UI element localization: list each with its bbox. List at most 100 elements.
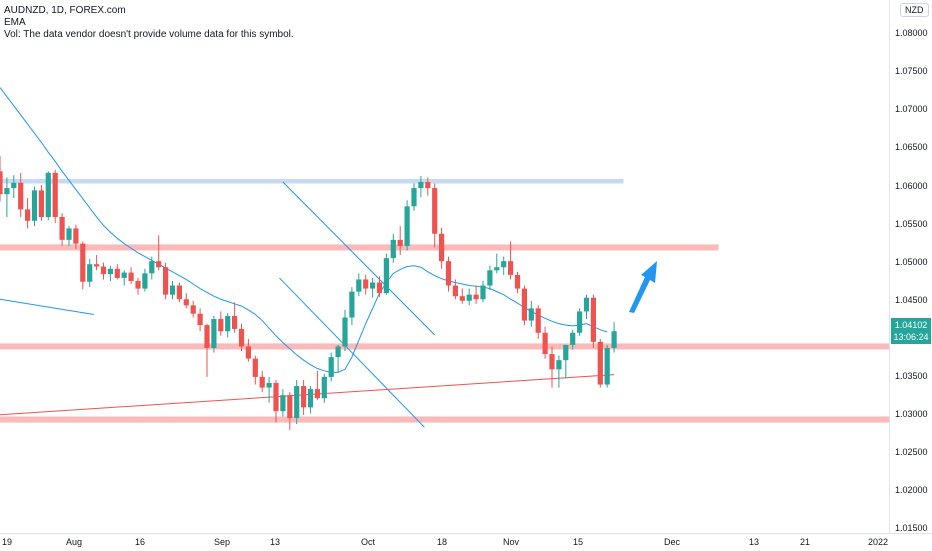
x-tick-label: Oct [361,537,376,547]
candle-body [245,346,251,359]
candle-body [473,294,479,300]
candle-body [480,285,486,300]
candle-body [563,344,569,361]
candle-body [294,386,300,419]
symbol-title[interactable]: AUDNZD, 1D, FOREX.com [4,5,126,16]
candle-body [459,296,465,301]
candle-body [301,386,307,408]
candle-body [314,389,320,399]
price-axis[interactable] [889,0,932,533]
candle-body [390,239,396,259]
y-tick-label: 1.01500 [895,523,928,534]
candle-body [218,319,224,332]
candle-body [87,264,93,282]
y-tick-label: 1.06000 [895,180,928,191]
candle-body [18,182,24,210]
candle-body [542,332,548,355]
trendline-channel-1 [279,277,425,428]
y-tick-label: 1.03500 [895,370,928,381]
candle-body [521,288,527,321]
current-price-value: 1.04102 [894,320,928,330]
candle-body [287,395,293,419]
candle-body [142,273,148,289]
candle-body [266,382,272,388]
zone-red-3 [0,416,891,423]
candle-body [321,376,327,399]
x-tick-label: Nov [503,537,520,547]
candle-body [45,172,51,218]
x-tick-label: 13 [749,537,760,547]
y-tick-label: 1.03000 [895,408,928,419]
candle-body [121,272,127,278]
x-tick-label: 13 [270,537,281,547]
candle-body [183,299,189,306]
candle-body [273,382,279,412]
candle-body [590,297,596,342]
candle-body [163,267,169,295]
candle-body [176,285,182,300]
ema-layer [0,87,608,373]
candle-body [80,243,86,282]
trendline-support-3 [0,374,615,416]
candle-body [100,266,107,275]
candle-body [94,264,100,267]
y-tick-label: 1.07500 [895,66,928,77]
candle-body [356,279,362,292]
candle-body [107,268,113,275]
candle-body [114,268,120,278]
candle-body [307,389,314,408]
candle-body [280,395,286,412]
x-tick-label: 15 [573,537,584,547]
candle-body [383,258,389,294]
y-tick-label: 1.05000 [895,256,928,267]
candle-body [549,354,555,370]
candle-body [452,285,458,297]
candle-body [252,358,258,377]
candle-body [556,360,562,370]
candle-body [38,190,44,218]
currency-badge[interactable]: NZD [900,3,929,17]
indicator-label[interactable]: EMA [4,17,26,28]
candle-body [494,267,500,271]
x-tick-label: 16 [135,537,146,547]
candle-body [583,297,590,312]
candle-body [204,325,210,348]
x-tick-label: 21 [800,537,811,547]
candle-body [128,272,134,281]
x-tick-label: Aug [66,537,83,547]
candle-body [11,182,17,189]
candle-body [66,228,72,240]
candle-body [349,291,355,318]
candle-body [52,172,58,218]
candle-body [232,315,238,329]
arrow-icon [629,261,657,313]
candle-body [376,282,383,294]
candle-body [4,188,10,195]
candle-body [514,274,521,289]
candle-body [445,261,452,286]
candle-body [397,239,403,246]
y-tick-label: 1.02000 [895,485,928,496]
candle-body [363,279,369,289]
x-tick-label: Dec [664,537,681,547]
zone-blue-0 [0,178,624,184]
candle-body [156,261,162,268]
candle-body [466,294,472,301]
zone-red-1 [0,244,719,251]
candle-body [0,171,3,195]
bar-countdown: 13:06:24 [893,332,929,342]
candle-body [425,181,431,189]
y-tick-label: 1.04500 [895,294,928,305]
time-axis[interactable] [0,533,932,551]
candle-body [149,261,155,274]
y-tick-label: 1.06500 [895,142,928,153]
candle-body [370,282,376,289]
candle-body [604,347,610,385]
candle-body [238,328,245,347]
candle-body [432,188,438,234]
chart-legend[interactable]: AUDNZD, 1D, FOREX.com EMA Vol: The data … [4,5,294,41]
candle-body [328,357,334,377]
candle-body [342,317,348,347]
y-tick-label: 1.07000 [895,104,928,115]
